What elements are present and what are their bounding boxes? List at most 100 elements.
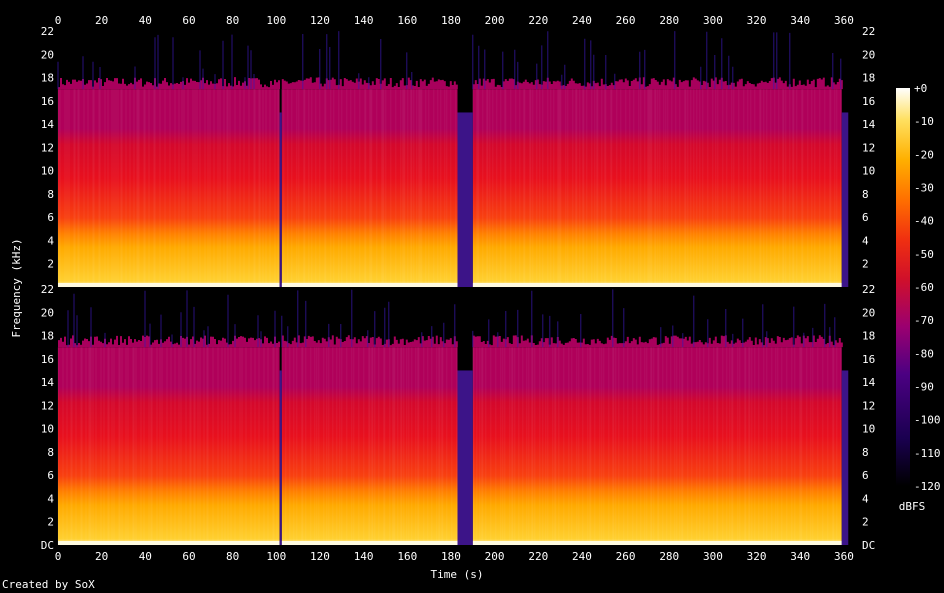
y-tick-label-right: 12 [862, 141, 875, 154]
y-tick-label-left: 22 [41, 25, 54, 38]
y-tick-label-right: 18 [862, 330, 875, 343]
x-tick-label: 240 [572, 550, 592, 563]
x-tick-label: 140 [354, 550, 374, 563]
spectrum-spikes [472, 289, 836, 348]
x-tick-label: 220 [528, 550, 548, 563]
y-tick-label-right: 16 [862, 95, 875, 108]
colorbar-tick-label: -110 [914, 447, 941, 460]
y-tick-label-right: 20 [862, 306, 875, 319]
y-tick-label-right: 22 [862, 25, 875, 38]
credit-text: Created by SoX [2, 578, 95, 591]
y-tick-label-left: 22 [41, 283, 54, 296]
colorbar-tick-label: -70 [914, 314, 934, 327]
colorbar-tick-label: -100 [914, 414, 941, 427]
channel-panel-2 [57, 289, 857, 545]
x-tick-label: 40 [139, 550, 152, 563]
x-tick-label: 120 [310, 550, 330, 563]
x-tick-label-top: 60 [182, 14, 195, 27]
y-tick-label-right: 20 [862, 48, 875, 61]
y-tick-label-right: 8 [862, 446, 869, 459]
spectrum-texture [472, 347, 842, 545]
x-tick-label: 80 [226, 550, 239, 563]
y-tick-label-left: 12 [41, 399, 54, 412]
spectrum-segment [472, 89, 842, 287]
y-tick-label-right: 22 [862, 283, 875, 296]
x-tick-label-top: 360 [834, 14, 854, 27]
spectrum-spikes [67, 290, 276, 348]
colorbar-tick-label: +0 [914, 82, 927, 95]
y-tick-label-right: 14 [862, 376, 876, 389]
gap-region [279, 112, 282, 287]
colorbar-tick-label: -10 [914, 115, 934, 128]
colorbar [896, 88, 910, 486]
x-tick-label: 360 [834, 550, 854, 563]
y-tick-label-left: 2 [47, 258, 54, 271]
y-axis-label: Frequency (kHz) [10, 238, 23, 337]
gap-region [841, 370, 849, 545]
spectrum-edge [281, 335, 458, 348]
spectrum-spikes [281, 289, 456, 348]
y-tick-label-right: 10 [862, 165, 875, 178]
x-tick-label-top: 160 [397, 14, 417, 27]
spectrum-texture [472, 89, 842, 287]
y-tick-label-right: 8 [862, 188, 869, 201]
y-tick-label-right: 18 [862, 72, 875, 85]
x-tick-label-top: 120 [310, 14, 330, 27]
colorbar-tick-label: -120 [914, 480, 941, 493]
y-tick-label-left: 6 [47, 211, 54, 224]
spectrum-texture [281, 89, 457, 287]
spectrum-segment [472, 347, 842, 545]
x-tick-label-top: 300 [703, 14, 723, 27]
gap-region [457, 370, 473, 545]
colorbar-tick-label: -80 [914, 347, 934, 360]
x-tick-label: 320 [747, 550, 767, 563]
x-axis-label: Time (s) [431, 568, 484, 581]
x-tick-label-top: 260 [616, 14, 636, 27]
y-tick-label-left: 2 [47, 516, 54, 529]
x-tick-label-top: 20 [95, 14, 108, 27]
y-tick-label-right: 12 [862, 399, 875, 412]
y-tick-label-right: 6 [862, 211, 869, 224]
y-tick-label-right: 16 [862, 353, 875, 366]
x-tick-label-top: 80 [226, 14, 239, 27]
spectrum-edge [472, 335, 843, 348]
y-tick-label-left: 6 [47, 469, 54, 482]
y-tick-label-left: 14 [41, 118, 55, 131]
y-tick-label-left: 18 [41, 330, 54, 343]
y-tick-label-left: 14 [41, 376, 55, 389]
dc-band [472, 283, 842, 287]
spectrum-edge [58, 335, 280, 348]
x-tick-label-top: 240 [572, 14, 592, 27]
colorbar-label: dBFS [899, 500, 926, 513]
gap-region [457, 112, 473, 287]
colorbar-tick-label: -20 [914, 148, 934, 161]
dc-band [58, 541, 280, 545]
spectrum-texture [57, 89, 280, 287]
x-tick-label-top: 140 [354, 14, 374, 27]
gap-region [279, 370, 282, 545]
y-tick-label-left: 10 [41, 423, 54, 436]
x-tick-label: 100 [266, 550, 286, 563]
spectrum-segment [58, 347, 280, 545]
y-tick-label-left: 16 [41, 353, 54, 366]
y-tick-label-left: 16 [41, 95, 54, 108]
spectrum-spikes [302, 31, 413, 90]
dc-band [281, 283, 458, 287]
channel-panel-1 [57, 31, 857, 287]
x-tick-label: 180 [441, 550, 461, 563]
y-tick-label-right: 4 [862, 234, 869, 247]
y-tick-label-left: 20 [41, 306, 54, 319]
x-tick-label: 200 [485, 550, 505, 563]
x-tick-label: 160 [397, 550, 417, 563]
spectrum-spikes [57, 34, 255, 90]
y-tick-label-right: 10 [862, 423, 875, 436]
x-tick-label-top: 180 [441, 14, 461, 27]
x-tick-label: 60 [182, 550, 195, 563]
spectrum-edge [281, 77, 458, 90]
y-tick-label-right: DC [862, 539, 875, 552]
y-tick-label-left: 20 [41, 48, 54, 61]
x-tick-label-top: 100 [266, 14, 286, 27]
gap-region [841, 112, 849, 287]
spectrum-segment [281, 89, 458, 287]
